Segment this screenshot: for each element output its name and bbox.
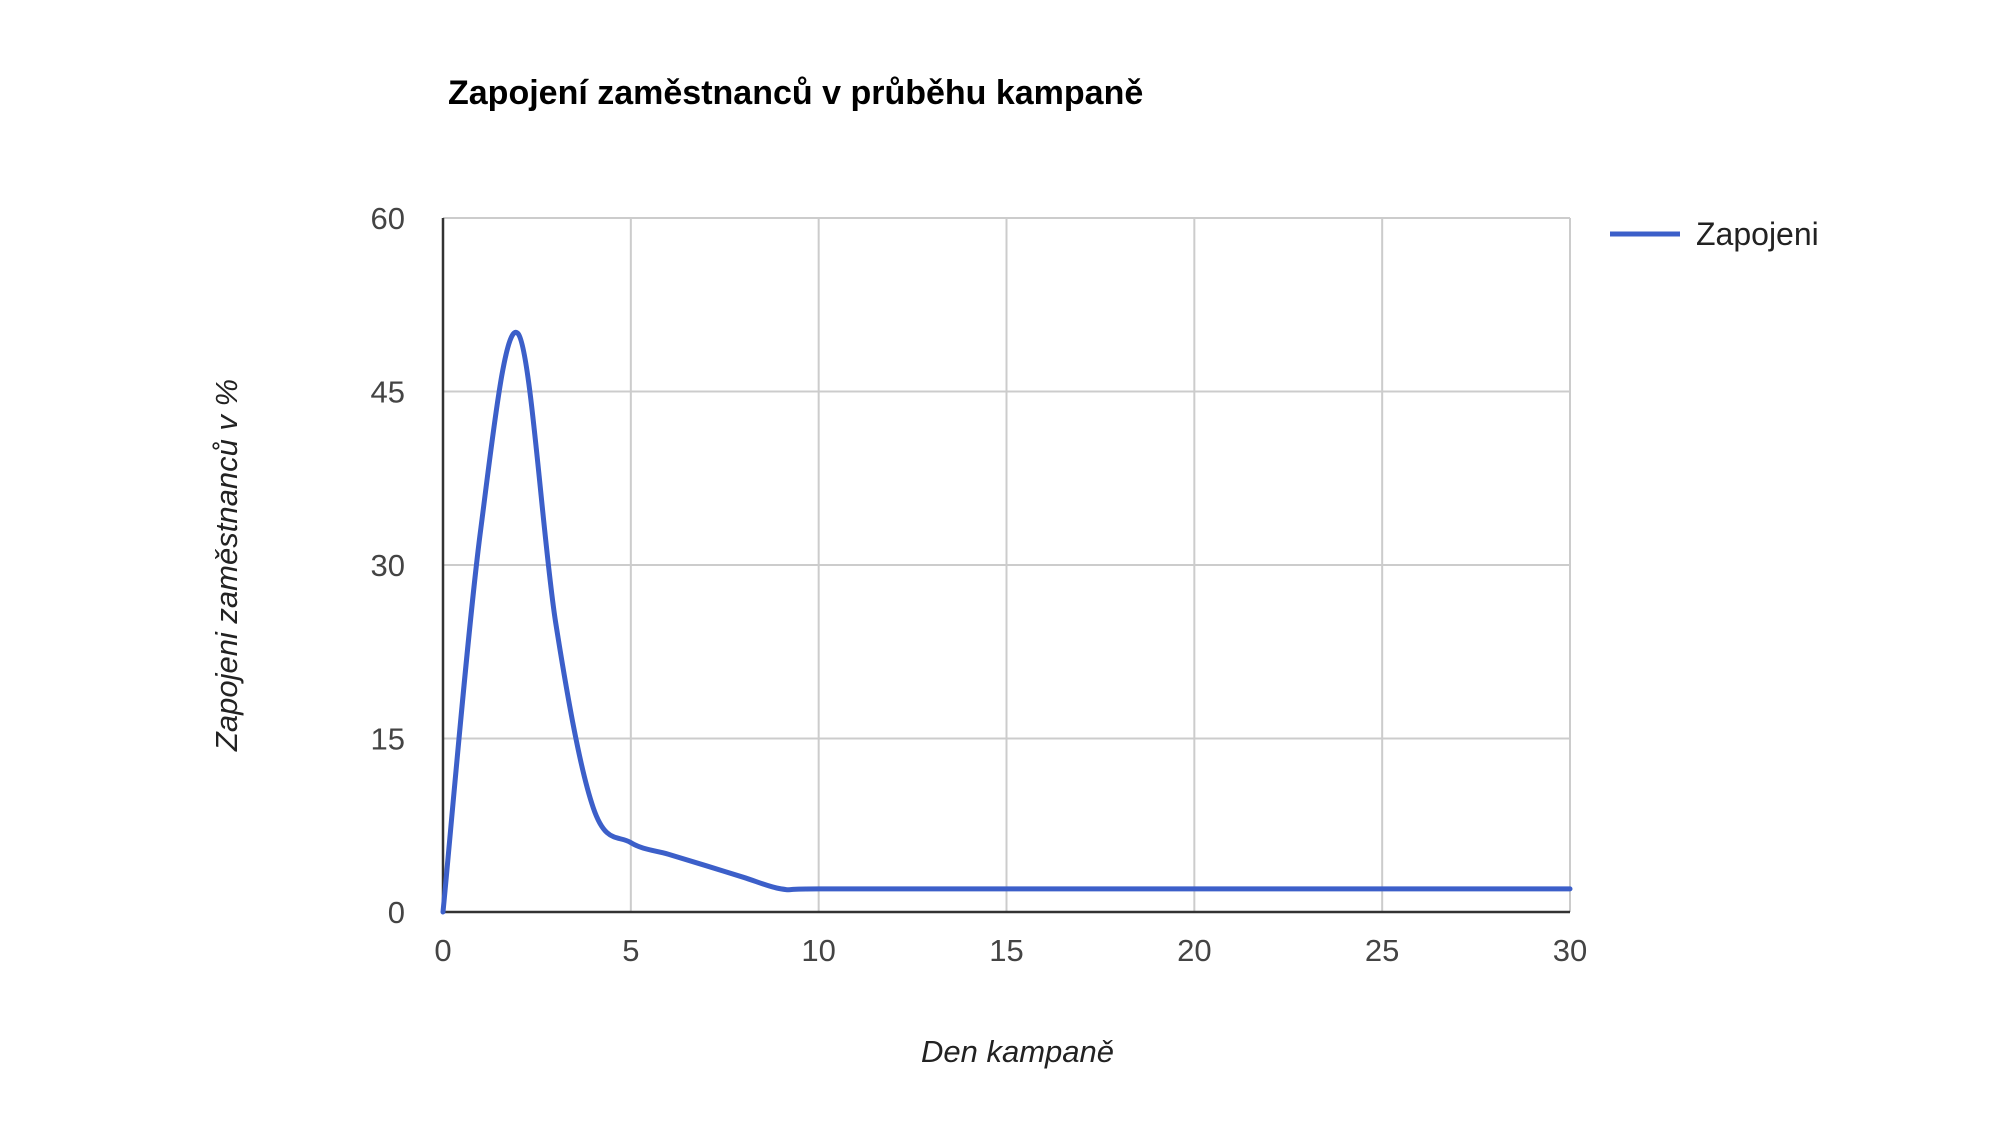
y-axis-title: Zapojeni zaměstnanců v % — [209, 379, 244, 752]
x-tick-label: 25 — [1365, 933, 1399, 968]
y-tick-label: 15 — [371, 722, 405, 757]
axes — [441, 218, 1570, 914]
x-tick-label: 10 — [801, 933, 835, 968]
chart-title: Zapojení zaměstnanců v průběhu kampaně — [448, 74, 1144, 112]
gridlines — [443, 217, 1571, 912]
x-tick-label: 20 — [1177, 933, 1211, 968]
legend-label: Zapojeni — [1696, 216, 1819, 252]
x-axis-title: Den kampaně — [921, 1034, 1114, 1069]
x-tick-label: 15 — [989, 933, 1023, 968]
x-tick-label: 0 — [434, 933, 451, 968]
y-tick-label: 45 — [371, 375, 405, 410]
x-tick-label: 5 — [622, 933, 639, 968]
y-tick-label: 0 — [388, 895, 405, 930]
series-line-zapojeni — [440, 329, 1573, 915]
tick-labels: 0 5 10 15 20 25 30 0 15 30 45 60 — [371, 201, 1588, 968]
series-layer — [440, 329, 1573, 915]
y-tick-label: 30 — [371, 548, 405, 583]
y-tick-label: 60 — [371, 201, 405, 236]
legend: Zapojeni — [1610, 216, 1819, 252]
x-tick-label: 30 — [1553, 933, 1587, 968]
